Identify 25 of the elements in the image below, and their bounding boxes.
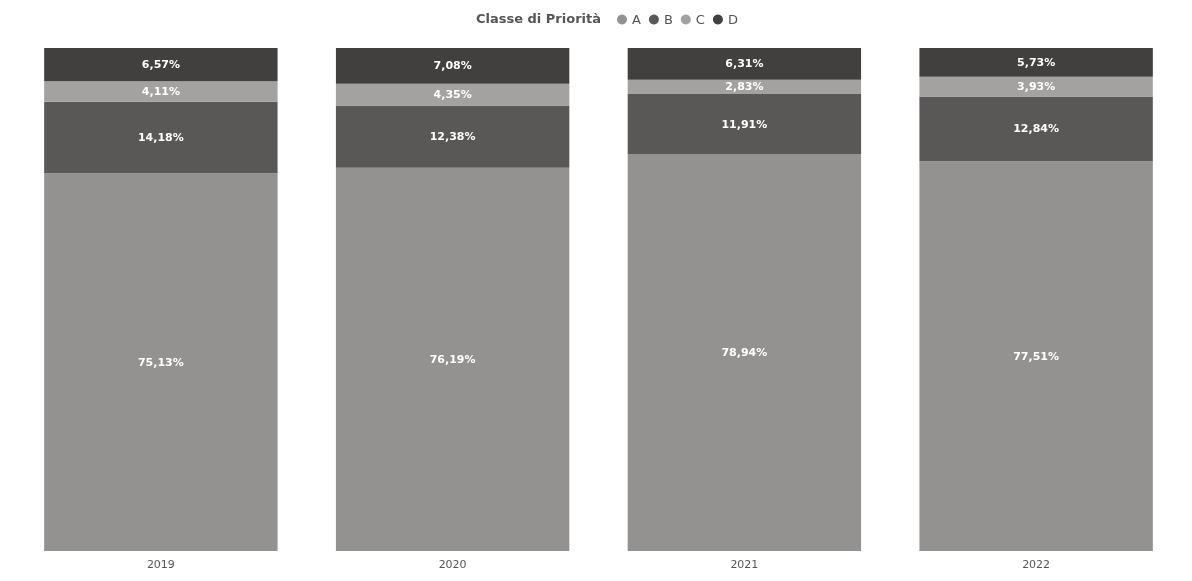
legend-label: C: [695, 12, 705, 27]
data-label: 76,19%: [429, 352, 476, 366]
legend-label: D: [727, 12, 738, 27]
legend-title: Classe di Priorità: [475, 11, 602, 26]
data-label: 77,51%: [1013, 349, 1060, 363]
data-label: 4,35%: [433, 88, 472, 102]
data-label: 75,13%: [137, 355, 184, 369]
data-label: 6,31%: [725, 57, 764, 71]
data-label: 12,38%: [429, 130, 476, 144]
data-label: 2,83%: [725, 80, 764, 94]
data-label: 7,08%: [433, 59, 472, 73]
data-label: 5,73%: [1017, 55, 1056, 69]
x-tick-label: 2020: [438, 558, 467, 571]
data-label: 11,91%: [721, 117, 768, 131]
legend-label: B: [663, 12, 673, 27]
data-label: 12,84%: [1013, 122, 1060, 136]
x-tick-label: 2022: [1022, 558, 1051, 571]
data-label: 6,57%: [141, 58, 180, 72]
legend-label: A: [632, 12, 641, 27]
data-label: 3,93%: [1017, 80, 1056, 94]
x-tick-label: 2021: [730, 558, 759, 571]
data-label: 78,94%: [721, 345, 768, 359]
data-label: 14,18%: [137, 130, 184, 144]
x-tick-label: 2019: [146, 558, 175, 571]
data-label: 4,11%: [141, 84, 180, 98]
